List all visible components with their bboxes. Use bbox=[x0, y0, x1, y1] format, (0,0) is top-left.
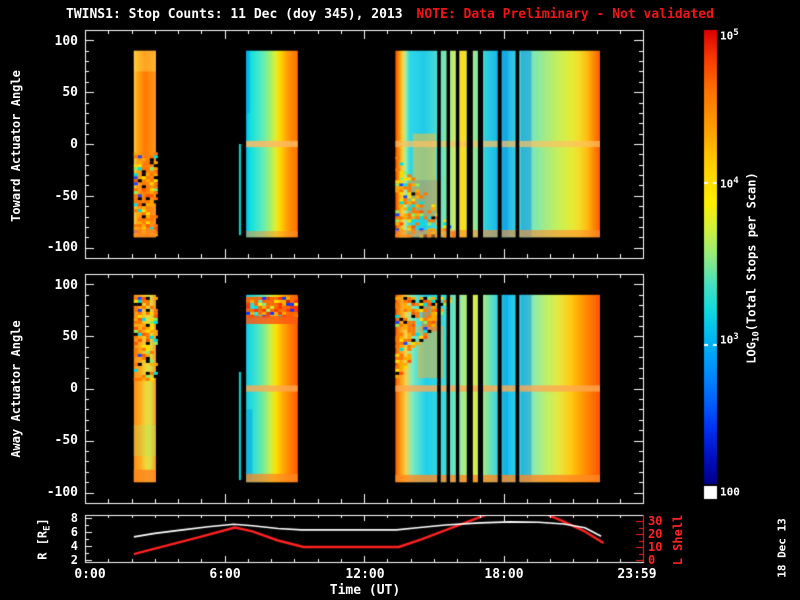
y-axis-label-toward: Toward Actuator Angle bbox=[9, 70, 23, 222]
x-tick-0000: 0:00 bbox=[74, 567, 106, 582]
away-tick-n100: -100 bbox=[46, 485, 78, 500]
title-note: NOTE: Data Preliminary - Not validated bbox=[416, 7, 714, 22]
away-tick-0: 0 bbox=[70, 381, 78, 396]
r-tick-4: 4 bbox=[70, 539, 78, 553]
plot-title: TWINS1: Stop Counts: 11 Dec (doy 345), 2… bbox=[66, 7, 714, 22]
x-tick-1200: 12:00 bbox=[345, 567, 385, 582]
x-axis-label: Time (UT) bbox=[329, 583, 401, 598]
x-tick-2359: 23:59 bbox=[617, 567, 657, 582]
datestamp: 18 Dec 13 bbox=[775, 518, 789, 578]
r-tick-6: 6 bbox=[70, 525, 78, 539]
lshell-tick-0: 0 bbox=[648, 553, 656, 567]
colorbar-tick-1e4: 104 bbox=[720, 176, 739, 191]
away-tick-100: 100 bbox=[54, 278, 78, 293]
x-tick-0600: 6:00 bbox=[209, 567, 241, 582]
away-tick-50: 50 bbox=[62, 329, 78, 344]
y-axis-label-lshell: L Shell bbox=[671, 514, 685, 566]
toward-tick-n100: -100 bbox=[46, 240, 78, 255]
lshell-tick-30: 30 bbox=[648, 514, 663, 528]
toward-tick-0: 0 bbox=[70, 137, 78, 152]
away-tick-n50: -50 bbox=[54, 433, 78, 448]
r-tick-8: 8 bbox=[70, 511, 78, 525]
colorbar-label: LOG10(Total Stops per Scan) bbox=[744, 172, 762, 364]
y-axis-label-away: Away Actuator Angle bbox=[9, 320, 23, 458]
lshell-tick-10: 10 bbox=[648, 540, 663, 554]
y-axis-label-r: R [RE] bbox=[35, 518, 53, 560]
colorbar-tick-1e5: 105 bbox=[720, 28, 739, 43]
toward-tick-50: 50 bbox=[62, 85, 78, 100]
r-tick-2: 2 bbox=[70, 553, 78, 567]
colorbar-tick-1e3: 103 bbox=[720, 332, 739, 347]
toward-tick-n50: -50 bbox=[54, 189, 78, 204]
colorbar-tick-100: 100 bbox=[720, 485, 740, 499]
toward-tick-100: 100 bbox=[54, 34, 78, 49]
title-main: TWINS1: Stop Counts: 11 Dec (doy 345), 2… bbox=[66, 7, 403, 22]
x-tick-1800: 18:00 bbox=[484, 567, 524, 582]
lshell-tick-20: 20 bbox=[648, 527, 663, 541]
